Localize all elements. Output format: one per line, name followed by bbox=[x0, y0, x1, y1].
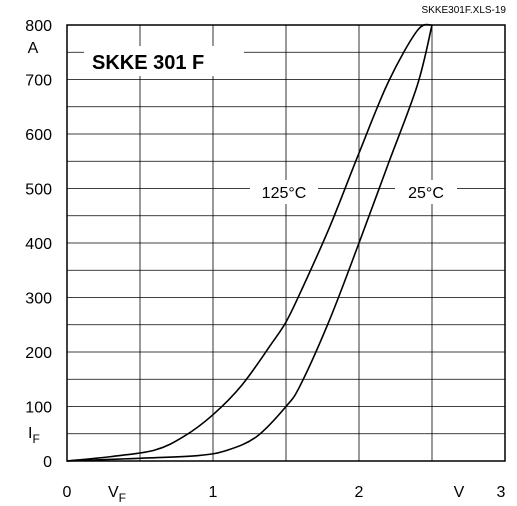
y-tick-label: 300 bbox=[25, 291, 52, 308]
y-tick-label: 500 bbox=[25, 182, 52, 199]
x-tick-label: 1 bbox=[209, 484, 218, 501]
y-symbol-main: I bbox=[28, 425, 32, 442]
file-label: SKKE301F.XLS-19 bbox=[422, 5, 507, 16]
plot-grid bbox=[66, 24, 506, 462]
y-tick-label: 200 bbox=[25, 345, 52, 362]
title-box bbox=[84, 46, 244, 76]
y-symbol-sub: F bbox=[32, 432, 39, 446]
label-25-bg bbox=[395, 180, 457, 204]
series-label-25: 25°C bbox=[408, 185, 444, 202]
y-tick-label: 700 bbox=[25, 73, 52, 90]
tick-labels-layer: 0 100 200 300 400 500 600 700 800 0 1 2 3 bbox=[25, 18, 505, 501]
series-line-125c bbox=[66, 23, 433, 462]
y-tick-label: 600 bbox=[25, 127, 52, 144]
series-line-25c bbox=[66, 24, 433, 462]
x-axis-symbol: VF bbox=[108, 484, 126, 505]
y-axis-symbol: IF bbox=[28, 425, 40, 446]
y-axis-unit: A bbox=[28, 40, 39, 57]
y-tick-label: 0 bbox=[43, 454, 52, 471]
y-tick-label: 100 bbox=[25, 400, 52, 417]
chart-title: SKKE 301 F bbox=[92, 52, 204, 74]
x-tick-label: 3 bbox=[497, 484, 506, 501]
x-tick-label: 2 bbox=[355, 484, 364, 501]
label-125-bg bbox=[250, 180, 318, 204]
x-axis-unit: V bbox=[454, 484, 465, 501]
x-symbol-sub: F bbox=[119, 491, 126, 505]
x-tick-label: 0 bbox=[63, 484, 72, 501]
series-label-125: 125°C bbox=[262, 185, 307, 202]
plot-frame bbox=[66, 24, 506, 462]
y-tick-label: 400 bbox=[25, 236, 52, 253]
y-tick-label: 800 bbox=[25, 18, 52, 35]
curves-layer bbox=[66, 23, 433, 462]
x-symbol-main: V bbox=[108, 484, 119, 501]
